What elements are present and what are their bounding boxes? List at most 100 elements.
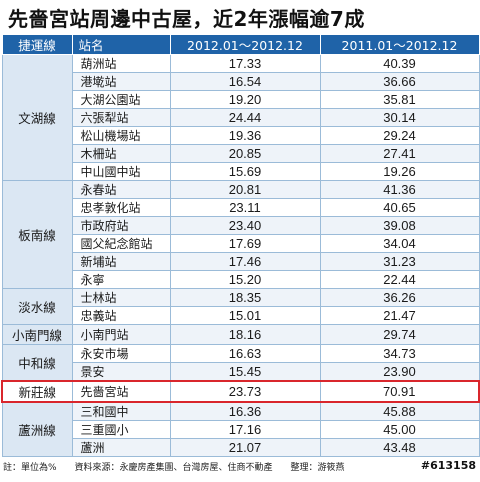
- table-row: 新埔站 17.46 31.23: [2, 252, 480, 271]
- table-row: 市政府站 23.40 39.08: [2, 216, 480, 235]
- station-cell: 松山機場站: [71, 126, 171, 145]
- value-2012-cell: 17.69: [169, 234, 321, 253]
- station-cell: 蘆洲: [71, 438, 171, 457]
- page-title: 先嗇宮站周邊中古屋，近2年漲幅逾7成: [8, 7, 365, 31]
- line-name-cell: 板南線: [1, 180, 73, 289]
- value-2012-cell: 21.07: [169, 438, 321, 457]
- value-2012-cell: 15.20: [169, 270, 321, 289]
- value-2011-2012-cell: 27.41: [319, 144, 480, 163]
- value-2011-2012-cell: 40.39: [319, 54, 480, 73]
- station-cell: 國父紀念館站: [71, 234, 171, 253]
- value-2011-2012-cell: 23.90: [319, 362, 480, 382]
- station-cell: 永安市場: [71, 344, 171, 363]
- value-2012-cell: 16.63: [169, 344, 321, 363]
- station-cell: 景安: [71, 362, 171, 382]
- value-2012-cell: 18.16: [169, 324, 321, 345]
- value-2011-2012-cell: 29.24: [319, 126, 480, 145]
- value-2012-cell: 23.73: [169, 380, 321, 403]
- station-cell: 士林站: [71, 288, 171, 307]
- value-2011-2012-cell: 29.74: [319, 324, 480, 345]
- value-2011-2012-cell: 19.26: [319, 162, 480, 181]
- value-2011-2012-cell: 21.47: [319, 306, 480, 325]
- value-2012-cell: 17.16: [169, 420, 321, 439]
- value-2011-2012-cell: 45.88: [319, 401, 480, 421]
- value-2012-cell: 19.20: [169, 90, 321, 109]
- table-row: 景安 15.45 23.90: [2, 362, 480, 382]
- table-row: 中和線 永安市場 16.63 34.73: [1, 344, 480, 382]
- table-row: 新莊線 先嗇宮站 23.73 70.91: [1, 380, 480, 403]
- value-2012-cell: 17.33: [169, 54, 321, 73]
- id-badge: #613158: [420, 459, 476, 472]
- price-increase-table: 捷運線 站名 2012.01～2012.12 2011.01～2012.12 文…: [1, 34, 480, 457]
- station-cell: 中山國中站: [71, 162, 171, 181]
- station-cell: 三重國小: [71, 420, 171, 439]
- value-2011-2012-cell: 70.91: [319, 380, 480, 403]
- station-cell: 大湖公園站: [71, 90, 171, 109]
- station-cell: 先嗇宮站: [71, 380, 171, 403]
- table-body: 文湖線 葫洲站 17.33 40.39 港墘站 16.54 36.66 大湖公園站 19.20 3…: [1, 54, 480, 457]
- header-line: 捷運線: [1, 34, 73, 55]
- station-cell: 小南門站: [71, 324, 171, 345]
- value-2012-cell: 15.01: [169, 306, 321, 325]
- value-2012-cell: 15.45: [169, 362, 321, 382]
- table-row: 淡水線 士林站 18.35 36.26: [1, 288, 480, 325]
- table-row: 六張犁站 24.44 30.14: [2, 108, 480, 127]
- table-row: 中山國中站 15.69 19.26: [2, 162, 480, 181]
- station-cell: 木柵站: [71, 144, 171, 163]
- value-2012-cell: 23.40: [169, 216, 321, 235]
- station-cell: 永春站: [71, 180, 171, 199]
- line-name-cell: 新莊線: [1, 380, 73, 403]
- value-2011-2012-cell: 30.14: [319, 108, 480, 127]
- value-2012-cell: 17.46: [169, 252, 321, 271]
- value-2012-cell: 15.69: [169, 162, 321, 181]
- table-header-row: 捷運線 站名 2012.01～2012.12 2011.01～2012.12: [1, 34, 480, 55]
- value-2012-cell: 23.11: [169, 198, 321, 217]
- line-name-cell: 文湖線: [1, 54, 73, 181]
- table-row: 忠孝敦化站 23.11 40.65: [2, 198, 480, 217]
- value-2012-cell: 18.35: [169, 288, 321, 307]
- value-2011-2012-cell: 34.73: [319, 344, 480, 363]
- station-cell: 新埔站: [71, 252, 171, 271]
- station-cell: 港墘站: [71, 72, 171, 91]
- station-cell: 六張犁站: [71, 108, 171, 127]
- value-2012-cell: 19.36: [169, 126, 321, 145]
- station-cell: 忠義站: [71, 306, 171, 325]
- line-name-cell: 淡水線: [1, 288, 73, 325]
- table-row: 蘆洲 21.07 43.48: [2, 438, 480, 457]
- table-row: 文湖線 葫洲站 17.33 40.39: [1, 54, 480, 181]
- value-2011-2012-cell: 31.23: [319, 252, 480, 271]
- station-cell: 永寧: [71, 270, 171, 289]
- value-2011-2012-cell: 34.04: [319, 234, 480, 253]
- value-2011-2012-cell: 36.66: [319, 72, 480, 91]
- station-cell: 三和國中: [71, 401, 171, 421]
- footer-note: 註：單位為% 資料來源：永慶房產集團、台灣房屋、住商不動產 整理：游筱燕: [3, 463, 345, 473]
- line-name-cell: 蘆洲線: [1, 401, 73, 457]
- table-row: 木柵站 20.85 27.41: [2, 144, 480, 163]
- header-station: 站名: [71, 34, 171, 55]
- line-name-cell: 小南門線: [1, 324, 73, 345]
- station-cell: 忠孝敦化站: [71, 198, 171, 217]
- station-cell: 葫洲站: [71, 54, 171, 73]
- header-period-a: 2012.01～2012.12: [169, 34, 321, 55]
- table-row: 三重國小 17.16 45.00: [2, 420, 480, 439]
- value-2012-cell: 16.36: [169, 401, 321, 421]
- value-2011-2012-cell: 36.26: [319, 288, 480, 307]
- value-2011-2012-cell: 39.08: [319, 216, 480, 235]
- line-name-cell: 中和線: [1, 344, 73, 382]
- station-cell: 市政府站: [71, 216, 171, 235]
- table-row: 港墘站 16.54 36.66: [2, 72, 480, 91]
- table-row: 忠義站 15.01 21.47: [2, 306, 480, 325]
- value-2011-2012-cell: 22.44: [319, 270, 480, 289]
- table-row: 小南門線 小南門站 18.16 29.74: [1, 324, 480, 345]
- table-row: 大湖公園站 19.20 35.81: [2, 90, 480, 109]
- value-2012-cell: 24.44: [169, 108, 321, 127]
- table-row: 松山機場站 19.36 29.24: [2, 126, 480, 145]
- table-row: 國父紀念館站 17.69 34.04: [2, 234, 480, 253]
- value-2011-2012-cell: 41.36: [319, 180, 480, 199]
- value-2011-2012-cell: 40.65: [319, 198, 480, 217]
- value-2011-2012-cell: 45.00: [319, 420, 480, 439]
- table-row: 板南線 永春站 20.81 41.36: [1, 180, 480, 289]
- table-row: 蘆洲線 三和國中 16.36 45.88: [1, 401, 480, 457]
- value-2012-cell: 20.85: [169, 144, 321, 163]
- value-2012-cell: 16.54: [169, 72, 321, 91]
